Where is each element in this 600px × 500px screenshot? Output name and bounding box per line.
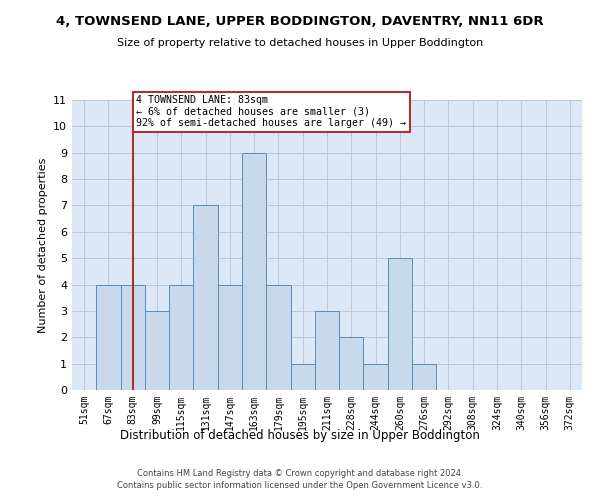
Bar [412,364,436,390]
Text: Size of property relative to detached houses in Upper Boddington: Size of property relative to detached ho… [117,38,483,48]
Text: Contains HM Land Registry data © Crown copyright and database right 2024.: Contains HM Land Registry data © Crown c… [137,468,463,477]
Bar [218,284,242,390]
Text: 4, TOWNSEND LANE, UPPER BODDINGTON, DAVENTRY, NN11 6DR: 4, TOWNSEND LANE, UPPER BODDINGTON, DAVE… [56,15,544,28]
Bar [364,364,388,390]
Bar [315,311,339,390]
Bar [242,152,266,390]
Bar [145,311,169,390]
Text: Distribution of detached houses by size in Upper Boddington: Distribution of detached houses by size … [120,428,480,442]
Bar [193,206,218,390]
Bar [266,284,290,390]
Bar [339,338,364,390]
Text: Contains public sector information licensed under the Open Government Licence v3: Contains public sector information licen… [118,481,482,490]
Text: 4 TOWNSEND LANE: 83sqm
← 6% of detached houses are smaller (3)
92% of semi-detac: 4 TOWNSEND LANE: 83sqm ← 6% of detached … [136,96,406,128]
Bar [121,284,145,390]
Bar [290,364,315,390]
Y-axis label: Number of detached properties: Number of detached properties [38,158,47,332]
Bar [96,284,121,390]
Bar [388,258,412,390]
Bar [169,284,193,390]
